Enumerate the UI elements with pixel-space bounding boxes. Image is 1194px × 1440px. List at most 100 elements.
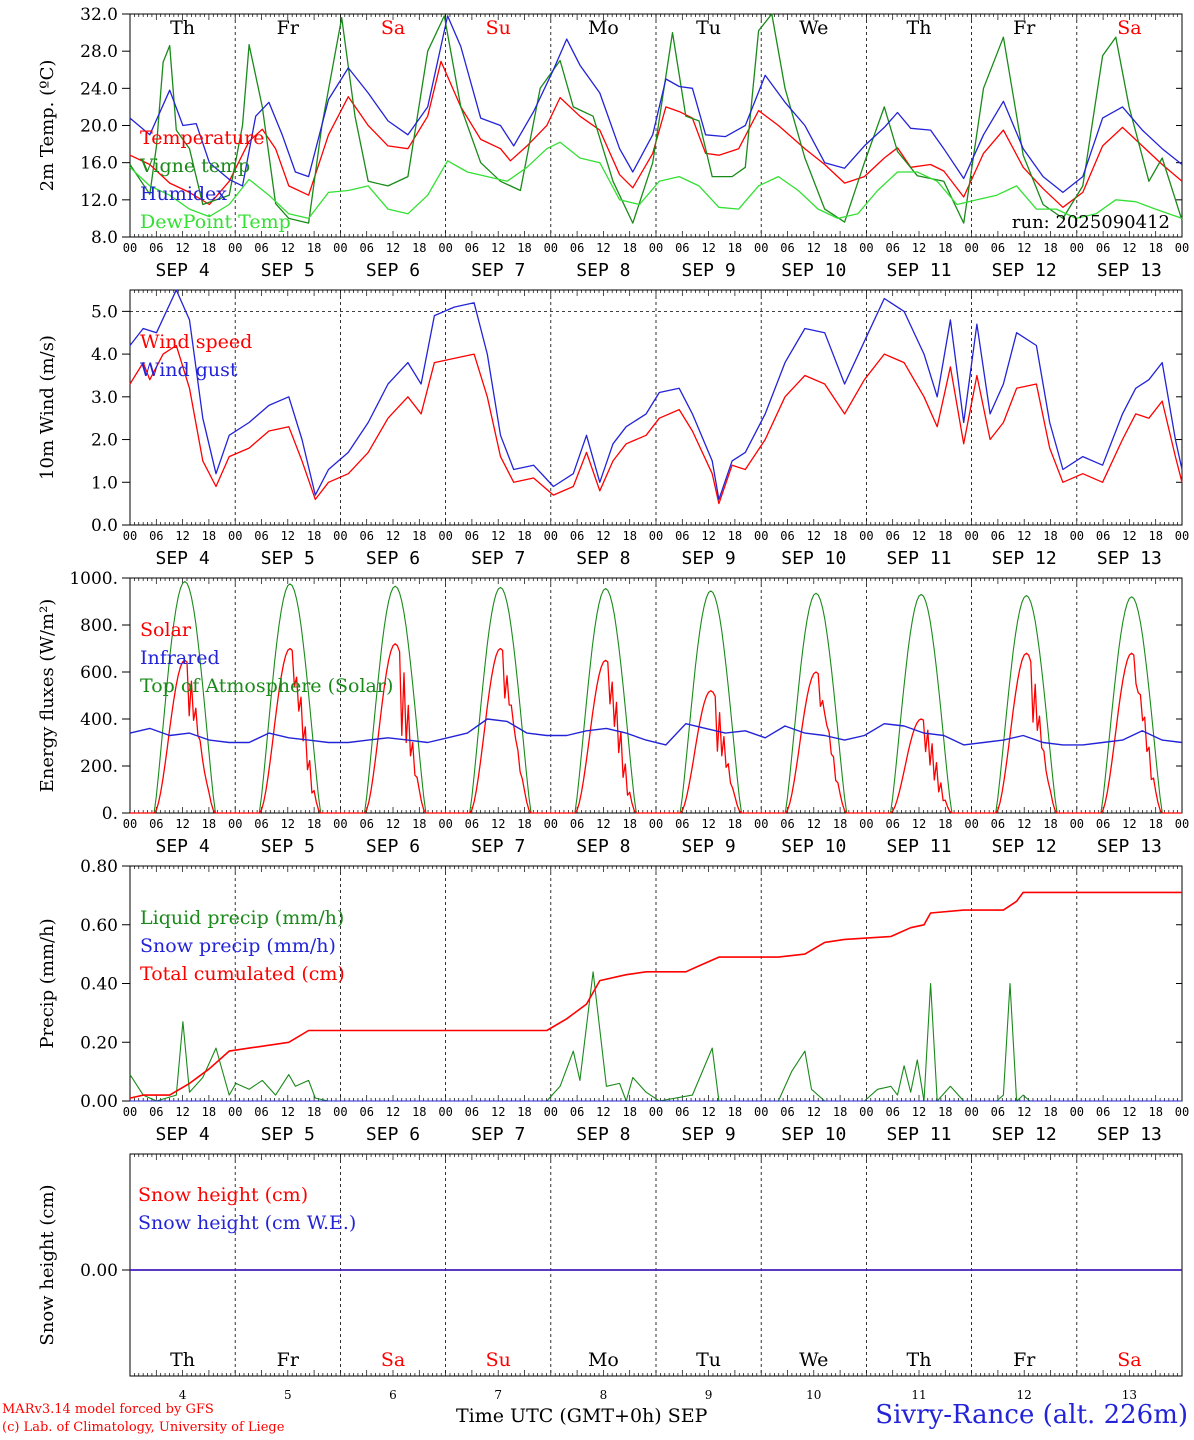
hour-tick-label: 00	[1070, 529, 1084, 543]
hour-tick-label: 12	[1122, 241, 1136, 255]
hour-tick-label: 12	[596, 241, 610, 255]
hour-tick-label: 00	[438, 529, 452, 543]
hour-tick-label: 00	[544, 241, 558, 255]
hour-tick-label: 18	[202, 817, 216, 831]
hour-tick-label: 00	[438, 817, 452, 831]
hour-tick-label: 06	[1096, 529, 1110, 543]
hour-tick-label: 12	[701, 1105, 715, 1119]
date-label: SEP 10	[781, 1124, 846, 1145]
hour-tick-label: 00	[228, 529, 242, 543]
date-label: SEP 4	[156, 548, 210, 569]
date-label: SEP 8	[576, 1124, 630, 1145]
date-label: SEP 7	[471, 1124, 525, 1145]
hour-tick-label: 00	[859, 529, 873, 543]
hour-tick-label: 00	[859, 817, 873, 831]
hour-tick-label: 00	[1070, 241, 1084, 255]
y-tick-label: 0.00	[80, 1092, 118, 1112]
hour-tick-label: 00	[438, 1105, 452, 1119]
hour-tick-label: 12	[1017, 241, 1031, 255]
y-axis-label: 10m Wind (m/s)	[37, 335, 58, 480]
hour-tick-label: 18	[833, 241, 847, 255]
day-number-label: 11	[911, 1388, 926, 1402]
y-tick-label: 12.0	[80, 191, 118, 211]
date-label: SEP 6	[366, 836, 420, 857]
date-label: SEP 12	[992, 1124, 1057, 1145]
hour-tick-label: 00	[333, 1105, 347, 1119]
hour-tick-label: 18	[938, 1105, 952, 1119]
legend-entry: Vigne temp	[139, 155, 250, 177]
y-tick-label: 5.0	[91, 302, 118, 322]
day-of-week-label: Su	[486, 17, 511, 39]
y-axis-label: Snow height (cm)	[37, 1184, 58, 1345]
day-of-week-label: We	[799, 1349, 828, 1371]
hour-tick-label: 00	[754, 529, 768, 543]
date-label: SEP 11	[886, 260, 951, 281]
y-tick-label: 24.0	[80, 79, 118, 99]
hour-tick-label: 12	[912, 817, 926, 831]
hour-tick-label: 18	[938, 529, 952, 543]
date-label: SEP 8	[576, 548, 630, 569]
date-label: SEP 11	[886, 1124, 951, 1145]
date-label: SEP 9	[682, 1124, 736, 1145]
hour-tick-label: 12	[491, 817, 505, 831]
legend-entry: Temperature	[140, 127, 264, 149]
hour-tick-label: 06	[254, 529, 268, 543]
month-label: SEP	[667, 1405, 708, 1427]
hour-tick-label: 18	[412, 529, 426, 543]
hour-tick-label: 12	[596, 817, 610, 831]
hour-tick-label: 00	[333, 241, 347, 255]
hour-tick-label: 12	[1122, 817, 1136, 831]
hour-tick-label: 06	[359, 241, 373, 255]
series-line-green	[129, 13, 1183, 224]
hour-tick-label: 12	[807, 529, 821, 543]
hour-tick-label: 18	[1043, 529, 1057, 543]
hour-tick-label: 18	[1148, 241, 1162, 255]
hour-tick-label: 06	[149, 529, 163, 543]
hour-tick-label: 12	[386, 241, 400, 255]
hour-tick-label: 18	[622, 241, 636, 255]
hour-tick-label: 06	[1096, 1105, 1110, 1119]
hour-tick-label: 06	[359, 1105, 373, 1119]
hour-tick-label: 12	[701, 529, 715, 543]
hour-tick-label: 12	[807, 817, 821, 831]
hour-tick-label: 00	[754, 817, 768, 831]
date-label: SEP 4	[156, 260, 210, 281]
hour-tick-label: 18	[202, 241, 216, 255]
hour-tick-label: 00	[859, 1105, 873, 1119]
day-number-label: 10	[806, 1388, 821, 1402]
date-label: SEP 13	[1097, 548, 1162, 569]
date-label: SEP 7	[471, 548, 525, 569]
panel-frame-temp	[129, 13, 1183, 238]
hour-tick-label: 06	[359, 817, 373, 831]
day-number-label: 13	[1122, 1388, 1137, 1402]
legend-entry: Snow height (cm W.E.)	[138, 1212, 356, 1234]
y-tick-label: 0.0	[91, 516, 118, 536]
date-label: SEP 10	[781, 260, 846, 281]
y-tick-label: 1.0	[91, 473, 118, 493]
y-tick-label: 20.0	[80, 117, 118, 137]
hour-tick-label: 06	[359, 529, 373, 543]
hour-tick-label: 18	[412, 241, 426, 255]
hour-tick-label: 18	[307, 241, 321, 255]
hour-tick-label: 00	[754, 1105, 768, 1119]
date-label: SEP 11	[886, 836, 951, 857]
date-label: SEP 7	[471, 260, 525, 281]
y-tick-label: 28.0	[80, 42, 118, 62]
hour-tick-label: 18	[622, 529, 636, 543]
day-of-week-label: Sa	[1117, 1349, 1141, 1371]
hour-tick-label: 18	[728, 817, 742, 831]
hour-tick-label: 06	[149, 241, 163, 255]
hour-tick-label: 00	[649, 817, 663, 831]
day-number-label: 8	[600, 1388, 608, 1402]
series-line-red	[129, 891, 1182, 1099]
legend-entry: Snow precip (mm/h)	[140, 935, 336, 957]
hour-tick-label: 18	[1043, 1105, 1057, 1119]
date-label: SEP 10	[781, 548, 846, 569]
hour-tick-label: 18	[517, 1105, 531, 1119]
date-label: SEP 13	[1097, 836, 1162, 857]
day-of-week-label: Fr	[1013, 1349, 1036, 1371]
hour-tick-label: 18	[412, 1105, 426, 1119]
day-number-label: 12	[1017, 1388, 1032, 1402]
series-line-solar	[130, 643, 1182, 814]
hour-tick-label: 06	[149, 1105, 163, 1119]
